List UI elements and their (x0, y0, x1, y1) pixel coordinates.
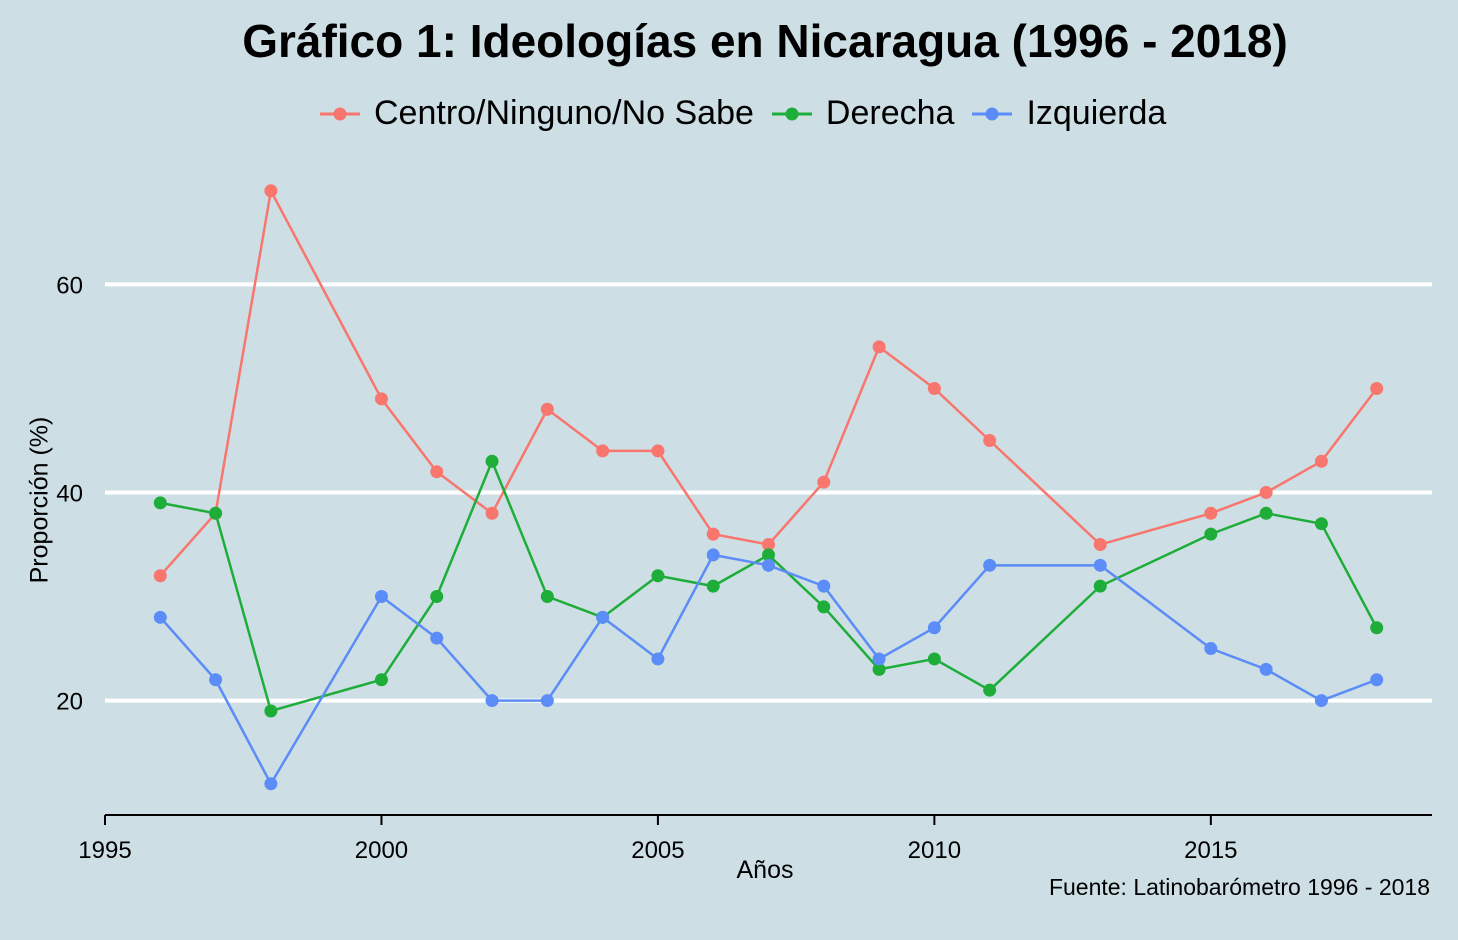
legend: Centro/Ninguno/No Sabe Derecha Izquierda (320, 94, 1184, 133)
data-point-derecha (1314, 517, 1328, 531)
data-point-izquierda (1093, 558, 1107, 572)
data-point-izquierda (430, 631, 444, 645)
legend-item-derecha: Derecha (771, 94, 955, 133)
data-point-derecha (430, 590, 444, 604)
y-axis-label: Proporción (%) (25, 416, 54, 584)
data-point-derecha (540, 590, 554, 604)
data-point-centro-ninguno-no-sabe (817, 475, 831, 489)
data-point-izquierda (1259, 662, 1273, 676)
data-point-izquierda (485, 694, 499, 708)
data-point-izquierda (264, 777, 278, 791)
data-point-izquierda (983, 558, 997, 572)
data-point-izquierda (540, 694, 554, 708)
data-point-izquierda (1370, 673, 1384, 687)
legend-item-centro-ninguno-no-sabe: Centro/Ninguno/No Sabe (320, 94, 754, 133)
data-point-izquierda (817, 579, 831, 593)
x-axis-label: Años (736, 856, 794, 884)
x-tick-label: 2000 (355, 837, 408, 864)
legend-swatch (972, 107, 1013, 120)
data-point-izquierda (762, 558, 775, 572)
data-point-centro-ninguno-no-sabe (430, 465, 444, 479)
data-point-izquierda (374, 590, 388, 604)
data-point-derecha (651, 569, 665, 583)
data-point-centro-ninguno-no-sabe (983, 433, 997, 447)
data-point-izquierda (706, 548, 720, 562)
data-point-centro-ninguno-no-sabe (1314, 454, 1328, 468)
data-point-centro-ninguno-no-sabe (762, 538, 775, 552)
data-point-izquierda (927, 621, 941, 635)
data-point-derecha (209, 506, 223, 520)
data-point-centro-ninguno-no-sabe (374, 392, 388, 406)
data-point-derecha (817, 600, 831, 614)
data-point-derecha (872, 662, 886, 676)
data-point-izquierda (153, 610, 167, 624)
x-axis: 1995 2000 2005 2010 2015 (78, 814, 1432, 864)
data-point-derecha (485, 454, 499, 468)
legend-item-izquierda: Izquierda (972, 94, 1166, 133)
data-point-centro-ninguno-no-sabe (264, 184, 278, 198)
data-point-izquierda (651, 652, 665, 666)
data-point-izquierda (872, 652, 886, 666)
legend-swatch (771, 107, 812, 120)
data-point-centro-ninguno-no-sabe (596, 444, 610, 458)
data-point-derecha (983, 683, 997, 697)
series-lines (159, 186, 1378, 787)
data-point-derecha (153, 496, 167, 510)
data-point-centro-ninguno-no-sabe (706, 527, 720, 541)
series-line-izquierda (159, 553, 1378, 787)
data-point-centro-ninguno-no-sabe (1093, 538, 1107, 552)
data-point-derecha (374, 673, 388, 687)
legend-label: Centro/Ninguno/No Sabe (374, 94, 754, 132)
data-point-izquierda (1314, 694, 1328, 708)
data-point-izquierda (1204, 642, 1218, 656)
series-points (153, 184, 1384, 791)
y-tick-label: 20 (56, 689, 83, 716)
data-point-derecha (1093, 579, 1107, 593)
legend-swatch (320, 107, 360, 120)
data-point-derecha (1204, 527, 1218, 541)
data-point-centro-ninguno-no-sabe (153, 569, 167, 583)
data-point-centro-ninguno-no-sabe (1259, 486, 1273, 499)
series-line-derecha (160, 457, 1378, 713)
legend-label: Derecha (825, 94, 955, 132)
x-tick-label: 2005 (631, 837, 684, 864)
data-point-derecha (264, 704, 278, 718)
source-caption: Fuente: Latinobarómetro 1996 - 2018 (1048, 874, 1430, 900)
data-point-centro-ninguno-no-sabe (651, 444, 665, 458)
data-point-izquierda (596, 610, 610, 624)
legend-label: Izquierda (1026, 94, 1167, 132)
y-tick-label: 60 (56, 272, 83, 299)
gridlines: 20 40 60 (56, 272, 1432, 716)
data-point-derecha (706, 579, 720, 593)
series-line-centro-ninguno-no-sabe (159, 186, 1378, 577)
data-point-centro-ninguno-no-sabe (540, 402, 554, 416)
y-tick-label: 40 (56, 481, 83, 508)
x-tick-label: 1995 (78, 837, 131, 864)
data-point-derecha (762, 548, 775, 562)
data-point-centro-ninguno-no-sabe (485, 506, 499, 520)
data-point-izquierda (209, 673, 223, 687)
chart-title: Gráfico 1: Ideologías en Nicaragua (1996… (242, 15, 1288, 67)
data-point-derecha (1370, 621, 1384, 635)
data-point-centro-ninguno-no-sabe (927, 381, 941, 395)
data-point-centro-ninguno-no-sabe (872, 340, 886, 354)
data-point-centro-ninguno-no-sabe (1370, 381, 1384, 395)
x-tick-label: 2010 (908, 837, 961, 864)
x-tick-label: 2015 (1184, 837, 1237, 864)
data-point-derecha (927, 652, 941, 666)
data-point-centro-ninguno-no-sabe (1204, 506, 1218, 520)
data-point-derecha (1259, 506, 1273, 520)
